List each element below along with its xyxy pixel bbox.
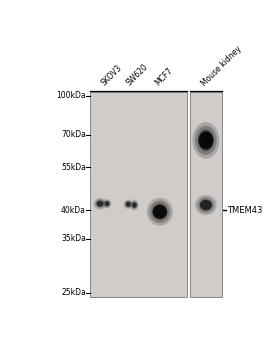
Ellipse shape: [204, 203, 208, 207]
Ellipse shape: [104, 201, 110, 206]
Ellipse shape: [97, 201, 103, 206]
Ellipse shape: [195, 195, 217, 215]
Ellipse shape: [195, 126, 217, 155]
Bar: [90, 92, 187, 297]
Ellipse shape: [132, 202, 137, 208]
Text: SW620: SW620: [125, 63, 150, 88]
Ellipse shape: [133, 203, 136, 207]
Ellipse shape: [157, 209, 162, 215]
Ellipse shape: [150, 201, 170, 223]
Ellipse shape: [153, 205, 167, 219]
Ellipse shape: [125, 201, 131, 207]
Ellipse shape: [197, 197, 214, 213]
Ellipse shape: [97, 201, 104, 206]
Ellipse shape: [104, 200, 111, 208]
Ellipse shape: [105, 201, 109, 206]
Ellipse shape: [105, 202, 109, 206]
Text: 55kDa: 55kDa: [61, 163, 86, 172]
Ellipse shape: [134, 204, 135, 206]
Text: 25kDa: 25kDa: [61, 288, 86, 297]
Ellipse shape: [130, 199, 139, 210]
Ellipse shape: [200, 133, 211, 148]
Text: SKOV3: SKOV3: [99, 64, 124, 88]
Ellipse shape: [126, 202, 131, 206]
Ellipse shape: [131, 201, 138, 209]
Ellipse shape: [192, 122, 219, 159]
Ellipse shape: [125, 200, 132, 208]
Text: 35kDa: 35kDa: [61, 234, 86, 243]
Ellipse shape: [198, 130, 214, 151]
Ellipse shape: [132, 202, 137, 208]
Ellipse shape: [202, 201, 210, 209]
Ellipse shape: [99, 203, 101, 205]
Ellipse shape: [126, 202, 130, 206]
Bar: [190, 92, 222, 297]
Ellipse shape: [123, 199, 133, 209]
Ellipse shape: [155, 206, 165, 217]
Text: 40kDa: 40kDa: [61, 206, 86, 215]
Ellipse shape: [200, 200, 212, 210]
Ellipse shape: [199, 131, 213, 149]
Ellipse shape: [152, 203, 168, 220]
Ellipse shape: [203, 137, 209, 144]
Ellipse shape: [95, 199, 105, 209]
Ellipse shape: [94, 198, 107, 210]
Ellipse shape: [96, 200, 104, 207]
Ellipse shape: [199, 199, 213, 211]
Text: TMEM43: TMEM43: [227, 206, 262, 215]
Text: MCF7: MCF7: [153, 66, 175, 88]
Ellipse shape: [106, 203, 108, 205]
Ellipse shape: [127, 203, 129, 205]
Text: 70kDa: 70kDa: [61, 131, 86, 140]
Text: 100kDa: 100kDa: [56, 91, 86, 100]
Text: Mouse kidney: Mouse kidney: [200, 44, 243, 88]
Ellipse shape: [147, 198, 173, 226]
Ellipse shape: [103, 199, 111, 209]
